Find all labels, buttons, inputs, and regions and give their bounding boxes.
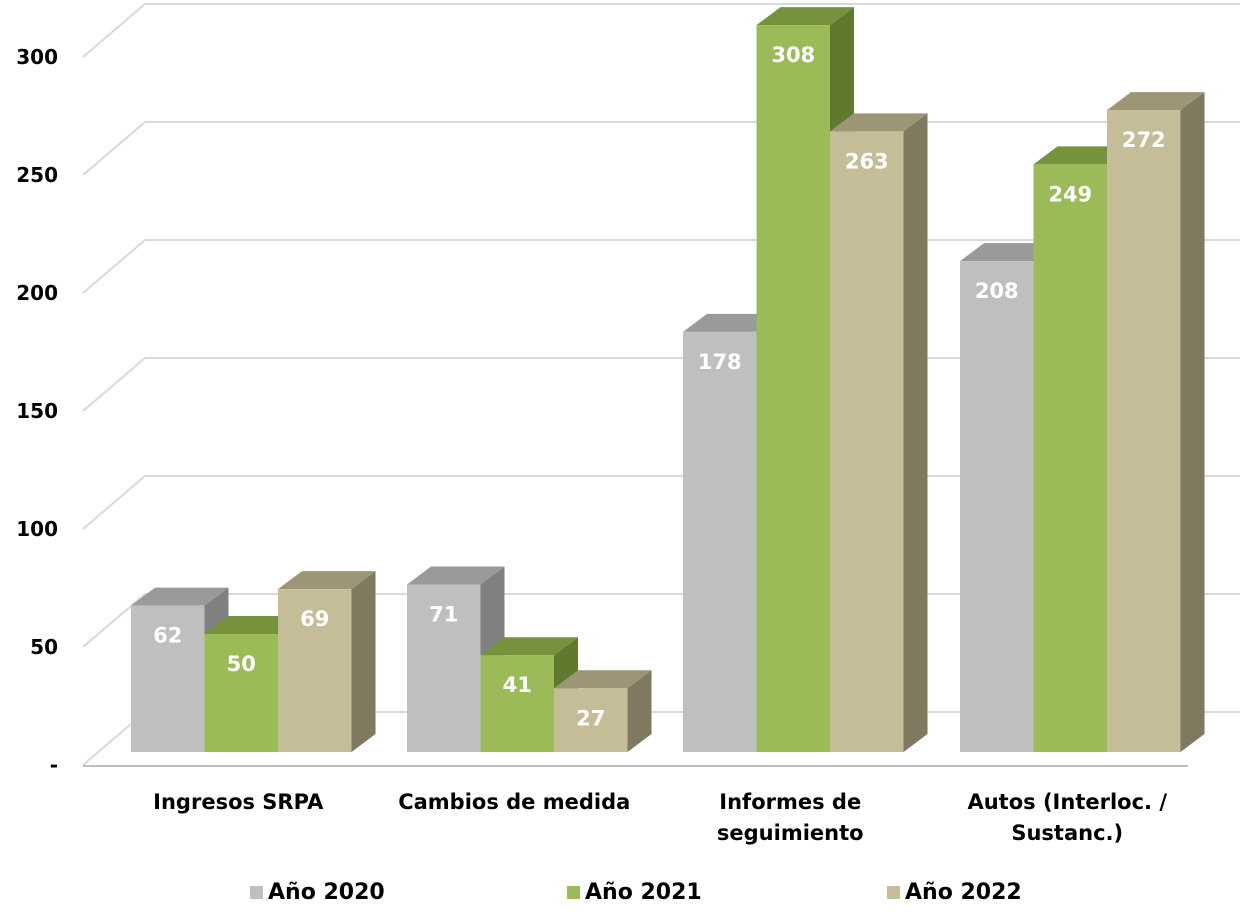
bar-top-face: [960, 243, 1058, 262]
y-tick-label: 250: [16, 163, 58, 187]
bar: [554, 670, 652, 752]
bar-top-face: [278, 571, 376, 590]
data-label: 249: [1048, 182, 1092, 206]
bar-front-face: [480, 655, 554, 752]
bar-side-face: [903, 113, 928, 752]
data-label: 41: [503, 673, 532, 697]
y-tick-label: -: [50, 753, 58, 777]
data-label: 50: [227, 652, 256, 676]
bar-front-face: [1033, 164, 1107, 753]
bar-side-face: [351, 571, 376, 752]
legend-label: Año 2021: [585, 880, 702, 905]
data-label: 308: [771, 43, 815, 67]
category-label: Ingresos SRPA: [153, 790, 324, 814]
legend-swatch: [567, 886, 580, 899]
data-label: 69: [300, 607, 329, 631]
y-tick-label: 50: [30, 635, 58, 659]
legend-item: Año 2020: [250, 880, 385, 905]
bar-front-face: [830, 131, 904, 752]
gridlines: [82, 3, 1240, 767]
bar: [278, 571, 376, 752]
category-label: Informes de: [719, 790, 861, 814]
gridline: [82, 3, 1240, 58]
bar-top-face: [554, 670, 652, 689]
bar-front-face: [278, 589, 352, 752]
bar-front-face: [554, 688, 628, 752]
category-label: seguimiento: [717, 821, 864, 845]
bar-side-face: [627, 670, 652, 752]
y-axis-ticks: - 50 100 150 200 250 300: [16, 45, 58, 777]
data-label: 178: [698, 350, 742, 374]
bar-front-face: [960, 261, 1034, 752]
category-label: Autos (Interloc. /: [967, 790, 1167, 814]
data-label: 27: [576, 706, 605, 730]
bars: 62 71 178 208 50 41 308 249 69 27 263 272: [131, 7, 1205, 753]
y-tick-label: 300: [16, 45, 58, 69]
bar-top-face: [756, 7, 854, 26]
legend-label: Año 2020: [268, 880, 385, 905]
bar-top-face: [830, 113, 928, 132]
data-label: 263: [845, 149, 889, 173]
bar: [830, 113, 928, 752]
data-label: 71: [429, 602, 458, 626]
bar-top-face: [1107, 92, 1205, 111]
bar: [1107, 92, 1205, 752]
category-label: Sustanc.): [1011, 821, 1123, 845]
bar-top-face: [131, 587, 229, 606]
bar-front-face: [756, 25, 830, 753]
bar-top-face: [683, 313, 781, 332]
bar: [480, 637, 578, 752]
bar-front-face: [683, 331, 757, 752]
legend-item: Año 2022: [887, 880, 1022, 905]
legend-swatch: [250, 886, 263, 899]
bar-side-face: [1180, 92, 1205, 752]
bar-front-face: [407, 584, 481, 752]
bar-top-face: [480, 637, 578, 656]
legend-item: Año 2021: [567, 880, 702, 905]
category-label: Cambios de medida: [398, 790, 630, 814]
bar-top-face: [204, 616, 302, 634]
data-label: 62: [153, 624, 182, 648]
bar-front-face: [204, 634, 278, 752]
bar-front-face: [1107, 110, 1181, 752]
legend: Año 2020 Año 2021 Año 2022: [0, 880, 1240, 914]
y-tick-label: 150: [16, 399, 58, 423]
bar-front-face: [131, 605, 205, 752]
category-labels: Ingresos SRPA Cambios de medida Informes d…: [153, 790, 1167, 845]
y-tick-label: 200: [16, 281, 58, 305]
bar-top-face: [1033, 146, 1131, 165]
legend-label: Año 2022: [905, 880, 1022, 905]
data-label: 272: [1122, 128, 1166, 152]
y-tick-label: 100: [16, 517, 58, 541]
data-label: 208: [975, 279, 1019, 303]
bar-top-face: [407, 566, 505, 585]
legend-swatch: [887, 886, 900, 899]
